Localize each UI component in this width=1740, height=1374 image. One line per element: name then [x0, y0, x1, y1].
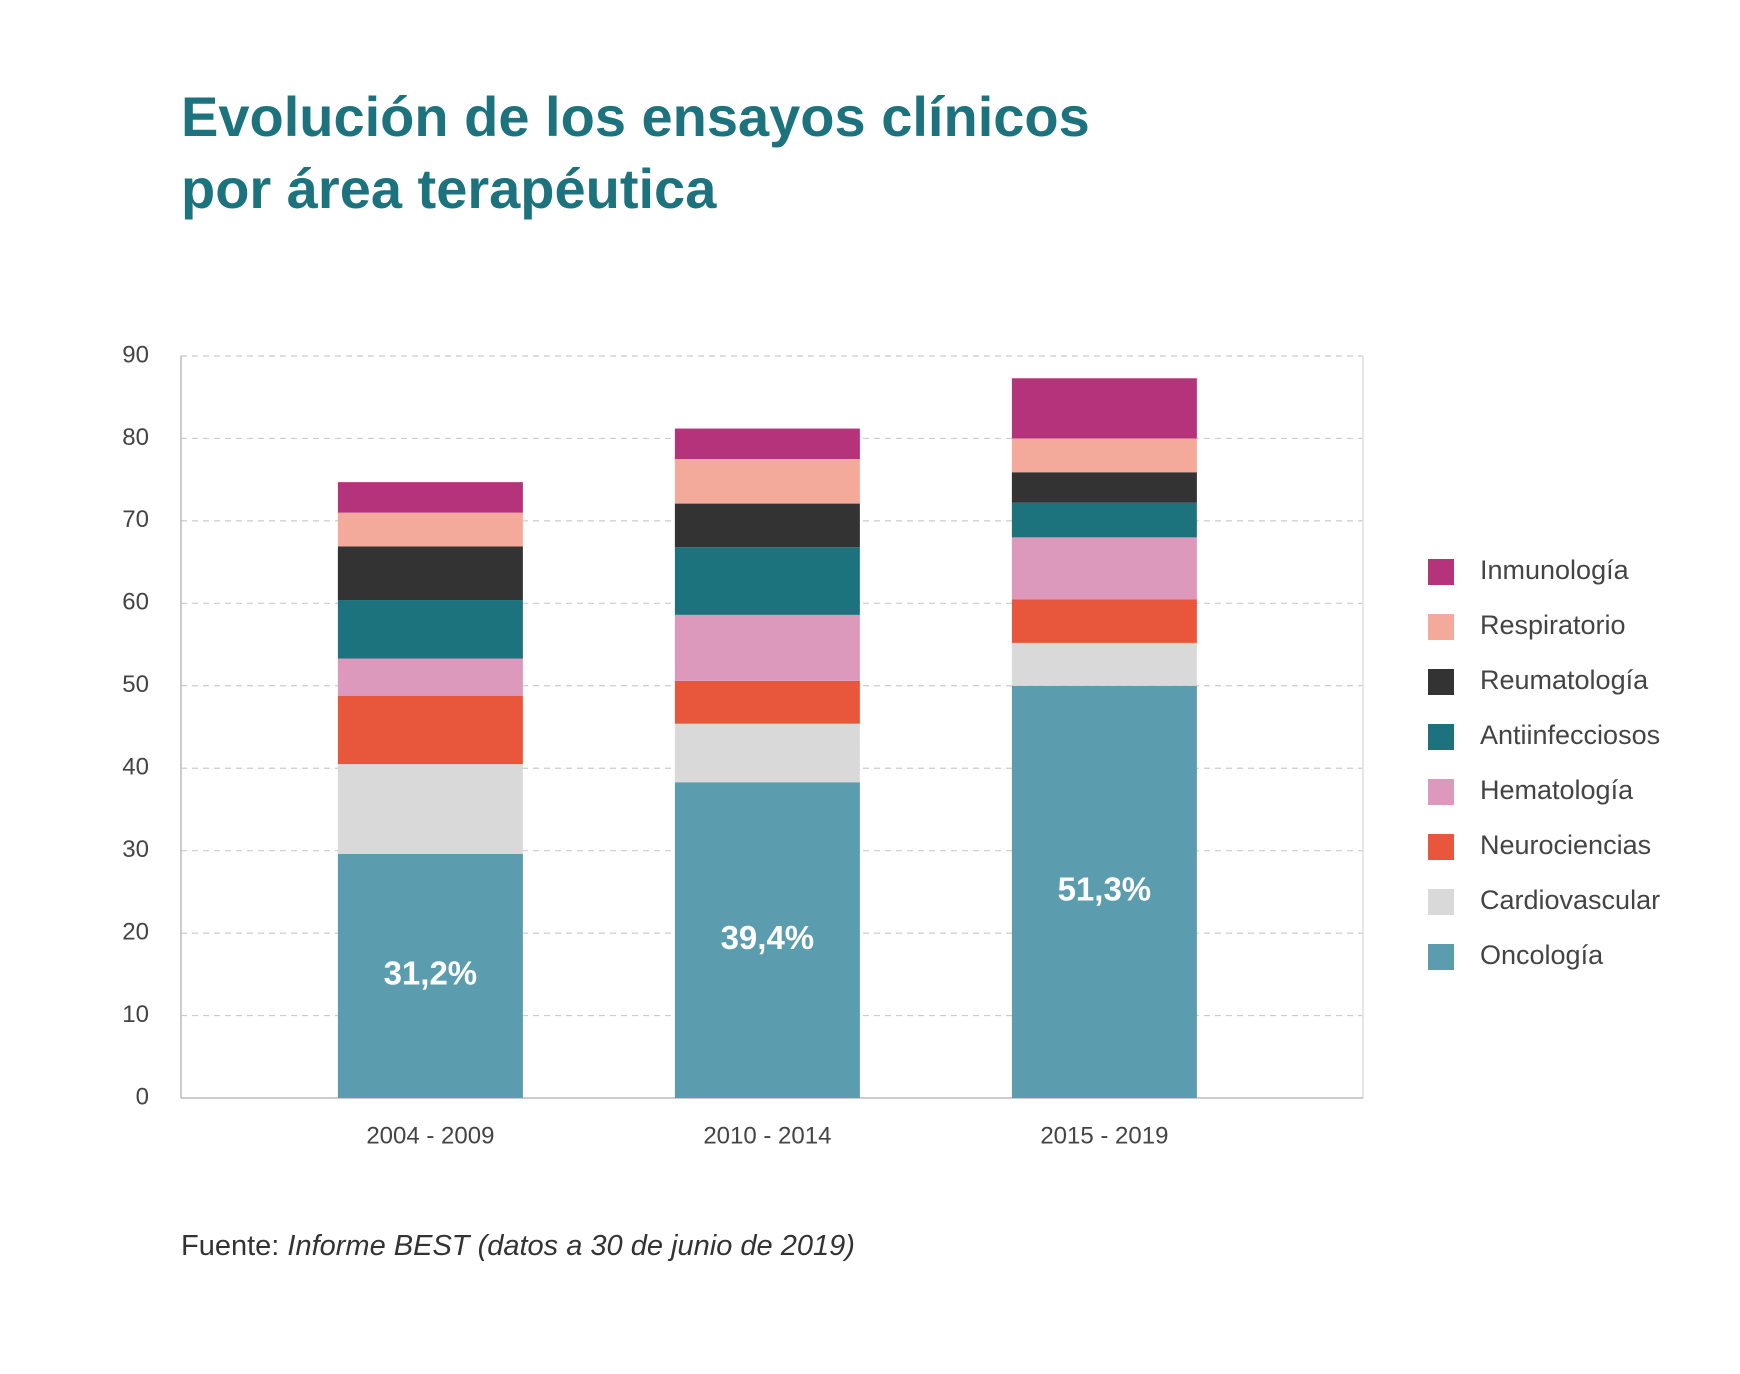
chart-title: Evolución de los ensayos clínicos [181, 85, 1090, 148]
y-tick-label: 10 [122, 1001, 149, 1028]
legend-swatch [1428, 669, 1454, 695]
legend-swatch [1428, 944, 1454, 970]
bar-segment [1011, 438, 1197, 473]
bar-segment [1011, 599, 1197, 643]
segment-label: 39,4% [721, 919, 815, 956]
y-tick-label: 0 [136, 1083, 149, 1110]
legend-label: Respiratorio [1480, 610, 1626, 640]
source: Fuente: Informe BEST (datos a 30 de juni… [181, 1230, 855, 1262]
bar-segment [674, 680, 860, 724]
legend-label: Oncología [1480, 940, 1604, 970]
y-tick-label: 70 [122, 506, 149, 533]
bar-segment [337, 512, 523, 547]
legend-label: Hematología [1480, 775, 1634, 805]
legend-swatch [1428, 559, 1454, 585]
bar-segment [674, 459, 860, 504]
bar-segment [337, 658, 523, 696]
bar-segment [1011, 642, 1197, 686]
y-tick-label: 90 [122, 341, 149, 368]
bar-segment [1011, 472, 1197, 503]
source-label: Fuente: [181, 1230, 279, 1262]
bar-segment [674, 428, 860, 460]
bar-segment [674, 782, 860, 1098]
bar-segment [674, 723, 860, 783]
bar-segment [1011, 378, 1197, 439]
x-tick-label: 2010 - 2014 [703, 1122, 831, 1149]
legend-swatch [1428, 724, 1454, 750]
legend-swatch [1428, 779, 1454, 805]
x-tick-label: 2004 - 2009 [366, 1122, 494, 1149]
legend-swatch [1428, 614, 1454, 640]
bar-segment [337, 853, 523, 1098]
bar-segment [674, 503, 860, 548]
legend-label: Antiinfecciosos [1480, 720, 1660, 750]
bar-segment [337, 764, 523, 854]
x-tick-label: 2015 - 2019 [1040, 1122, 1168, 1149]
bar-segment [337, 546, 523, 601]
legend-label: Neurociencias [1480, 830, 1651, 860]
y-tick-label: 80 [122, 424, 149, 451]
y-tick-label: 20 [122, 918, 149, 945]
legend-swatch [1428, 889, 1454, 915]
bar-segment [674, 614, 860, 681]
segment-label: 31,2% [384, 955, 478, 992]
legend-label: Inmunología [1480, 555, 1630, 585]
bar-segment [337, 600, 523, 659]
y-tick-label: 50 [122, 671, 149, 698]
legend-label: Reumatología [1480, 665, 1649, 695]
y-tick-label: 30 [122, 836, 149, 863]
chart-title: por área terapéutica [181, 157, 717, 220]
bar-segment [1011, 502, 1197, 538]
bar-segment [1011, 537, 1197, 600]
bar-segment [337, 695, 523, 765]
segment-label: 51,3% [1058, 871, 1152, 908]
y-tick-label: 40 [122, 754, 149, 781]
legend-label: Cardiovascular [1480, 885, 1660, 915]
legend-swatch [1428, 834, 1454, 860]
bar-segment [1011, 685, 1197, 1098]
bar-segment [337, 482, 523, 513]
y-tick-label: 60 [122, 589, 149, 616]
bar-segment [674, 547, 860, 615]
source-text: Informe BEST (datos a 30 de junio de 201… [287, 1230, 854, 1262]
